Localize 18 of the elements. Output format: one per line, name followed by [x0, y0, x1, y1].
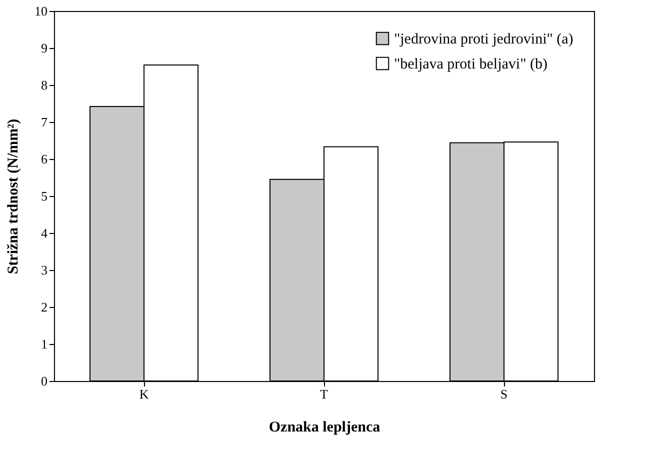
x-tick-label: K [139, 386, 150, 402]
legend-label: "jedrovina proti jedrovini" (a) [394, 32, 574, 48]
x-axis-title: Oznaka lepljenca [268, 420, 381, 436]
y-tick-label: 8 [41, 78, 48, 92]
y-tick-label: 4 [41, 226, 48, 240]
x-tick-label: T [320, 386, 328, 402]
y-tick-label: 7 [41, 114, 48, 130]
y-axis-title: Strižna trdnost (N/mm²) [6, 118, 22, 274]
y-tick-label: 0 [41, 374, 48, 388]
y-tick-label: 1 [41, 336, 48, 352]
y-tick-label: 3 [41, 262, 48, 278]
x-tick-label: S [500, 386, 508, 402]
y-tick-label: 10 [34, 4, 48, 18]
legend-label: "beljava proti beljavi" (b) [394, 56, 548, 72]
y-tick-label: 2 [41, 300, 48, 314]
y-tick-label: 9 [41, 40, 48, 56]
y-tick-label: 6 [41, 152, 48, 166]
y-tick-label: 5 [41, 188, 48, 204]
